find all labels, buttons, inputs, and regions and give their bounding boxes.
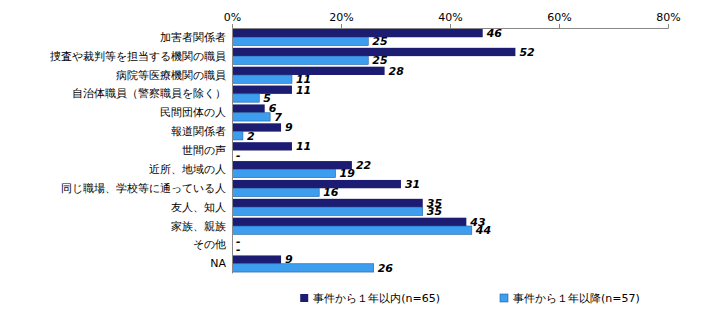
tick-mark xyxy=(450,24,451,28)
bar xyxy=(232,226,472,234)
category-label: 民間団体の人 xyxy=(160,106,226,119)
bars xyxy=(232,29,515,272)
tick: 同じ職場、学校等に通っている人 xyxy=(61,182,232,195)
bar xyxy=(232,29,483,37)
bar xyxy=(232,104,265,112)
data-label: 22 xyxy=(356,159,372,172)
bar xyxy=(232,264,374,272)
data-label: 44 xyxy=(475,224,491,237)
bar xyxy=(232,75,292,83)
tick-mark xyxy=(668,24,669,28)
data-label: - xyxy=(236,243,241,256)
tick: 40% xyxy=(438,11,462,28)
data-label: 5 xyxy=(263,92,271,105)
tick-label: 0% xyxy=(224,11,241,24)
tick: 民間団体の人 xyxy=(160,106,232,119)
data-label: 28 xyxy=(389,65,405,78)
tick: NA xyxy=(210,257,232,270)
bar xyxy=(232,142,292,150)
bar xyxy=(232,56,368,64)
bar xyxy=(232,123,281,131)
tick: 60% xyxy=(547,11,571,28)
bar xyxy=(232,199,423,207)
tick: 自治体職員（警察職員を除く） xyxy=(72,87,232,100)
category-label: その他 xyxy=(193,238,226,251)
data-label: 11 xyxy=(296,140,311,153)
chart: 46522811691122313543-9252511572-19163544… xyxy=(0,0,707,317)
data-label: 9 xyxy=(285,121,293,134)
bar xyxy=(232,207,423,215)
tick: 0% xyxy=(224,11,241,28)
bar xyxy=(232,132,243,140)
data-label: 7 xyxy=(274,111,282,124)
category-label: 報道関係者 xyxy=(171,125,226,138)
bar xyxy=(232,169,336,177)
data-label: 25 xyxy=(372,35,388,48)
tick-label: 60% xyxy=(547,11,571,24)
tick-mark xyxy=(559,24,560,28)
tick: 報道関係者 xyxy=(171,125,232,138)
tick: 20% xyxy=(329,11,353,28)
legend: 事件から１年以内(n=65) 事件から１年以降(n=57) xyxy=(300,292,640,305)
bar xyxy=(232,94,259,102)
category-label: NA xyxy=(210,257,226,270)
tick-mark xyxy=(341,24,342,28)
tick-label: 40% xyxy=(438,11,462,24)
tick: 世間の声 xyxy=(182,144,232,157)
legend-swatch xyxy=(300,294,308,302)
y-axis: 加害者関係者捜査や裁判等を担当する機関の職員病院等医療機関の職員自治体職員（警察… xyxy=(50,29,233,274)
plot: 46522811691122313543-9252511572-19163544… xyxy=(50,11,681,275)
axis-line xyxy=(233,24,669,29)
data-labels: 46522811691122313543-9 xyxy=(236,27,535,267)
data-label: 16 xyxy=(323,186,339,199)
bar xyxy=(232,37,368,45)
tick-label: 80% xyxy=(656,11,680,24)
tick-label: 20% xyxy=(329,11,353,24)
data-label: 9 xyxy=(285,253,293,266)
tick: 加害者関係者 xyxy=(160,31,232,44)
tick: 近所、地域の人 xyxy=(149,163,232,176)
category-label: 病院等医療機関の職員 xyxy=(116,69,226,82)
data-labels: 252511572-19163544-26 xyxy=(236,35,491,275)
data-label: - xyxy=(236,149,241,162)
tick: 捜査や裁判等を担当する機関の職員 xyxy=(50,50,232,63)
category-label: 自治体職員（警察職員を除く） xyxy=(72,87,226,100)
data-label: 11 xyxy=(296,73,311,86)
tick: 友人、知人 xyxy=(171,201,232,214)
legend-label: 事件から１年以内(n=65) xyxy=(313,292,440,305)
data-label: 52 xyxy=(519,46,535,59)
bar xyxy=(232,218,466,226)
bar xyxy=(232,161,352,169)
category-label: 友人、知人 xyxy=(171,201,226,214)
category-label: 世間の声 xyxy=(182,144,226,157)
x-axis: 0% 20% 40% 60% 80% xyxy=(224,11,681,29)
category-label: 家族、親族 xyxy=(171,220,226,233)
axis-line xyxy=(232,29,233,274)
category-label: 近所、地域の人 xyxy=(149,163,226,176)
tick: その他 xyxy=(193,238,232,251)
legend-item: 事件から１年以内(n=65) xyxy=(300,292,440,305)
data-label: 35 xyxy=(427,205,443,218)
data-label: 19 xyxy=(340,167,356,180)
data-label: 2 xyxy=(247,130,255,143)
tick: 病院等医療機関の職員 xyxy=(116,69,232,82)
bar xyxy=(232,180,401,188)
category-label: 加害者関係者 xyxy=(160,31,226,44)
category-label: 捜査や裁判等を担当する機関の職員 xyxy=(50,50,226,63)
tick: 80% xyxy=(656,11,680,28)
legend-label: 事件から１年以降(n=57) xyxy=(513,292,640,305)
tick-mark xyxy=(232,24,233,28)
bar xyxy=(232,255,281,263)
legend-item: 事件から１年以降(n=57) xyxy=(500,292,640,305)
data-label: 25 xyxy=(372,54,388,67)
tick: 家族、親族 xyxy=(171,220,232,233)
bar xyxy=(232,86,292,94)
data-label: 31 xyxy=(405,178,420,191)
bar xyxy=(232,188,319,196)
bar xyxy=(232,113,270,121)
data-label: 26 xyxy=(378,262,394,275)
legend-swatch xyxy=(500,294,508,302)
category-label: 同じ職場、学校等に通っている人 xyxy=(61,182,226,195)
